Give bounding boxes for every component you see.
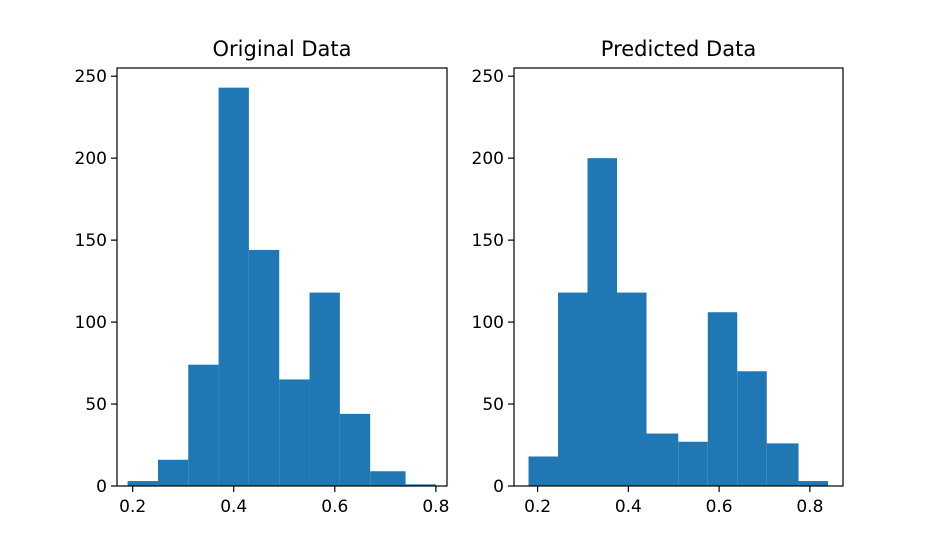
bar [737, 371, 767, 486]
y-tick-label: 0 [493, 477, 504, 497]
bar [707, 312, 738, 486]
bar [339, 413, 371, 486]
bar [370, 471, 406, 486]
bar [558, 292, 588, 486]
x-tick-label: 0.8 [796, 497, 823, 517]
y-tick-label: 150 [472, 231, 504, 251]
bar [157, 459, 189, 486]
bar [248, 249, 280, 486]
bar [309, 292, 340, 486]
y-tick-label: 200 [75, 149, 107, 169]
x-tick-label: 0.4 [220, 497, 247, 517]
x-tick-label: 0.6 [321, 497, 348, 517]
y-tick-label: 250 [472, 67, 504, 87]
bar [678, 441, 708, 486]
y-tick-label: 0 [96, 477, 107, 497]
bar [587, 158, 618, 486]
histogram-original-data: 0.2 0.4 0.6 0.8 0 50 100 150 200 250 Original Data [75, 37, 450, 517]
bar [528, 456, 559, 486]
axes-frame [116, 67, 448, 487]
bar [127, 481, 158, 486]
y-tick-label: 50 [85, 395, 107, 415]
bar [218, 87, 249, 486]
chart-title: Original Data [213, 37, 352, 61]
bar [405, 484, 436, 486]
x-tick-label: 0.2 [524, 497, 551, 517]
x-tick-label: 0.8 [422, 497, 449, 517]
y-tick-label: 100 [75, 313, 107, 333]
bar [646, 433, 679, 486]
y-tick-label: 250 [75, 67, 107, 87]
bar [617, 292, 647, 486]
bar [798, 481, 829, 486]
x-tick-label: 0.4 [615, 497, 642, 517]
histogram-predicted-data: 0.2 0.4 0.6 0.8 0 50 100 150 200 250 Predicted Dat… [472, 37, 844, 517]
y-tick-label: 200 [472, 149, 504, 169]
bar [188, 364, 219, 486]
bar [766, 443, 799, 486]
bar [279, 379, 310, 486]
x-tick-label: 0.2 [119, 497, 146, 517]
y-tick-label: 50 [482, 395, 504, 415]
x-tick-label: 0.6 [706, 497, 733, 517]
y-tick-label: 100 [472, 313, 504, 333]
chart-title: Predicted Data [601, 37, 756, 61]
axes-frame [513, 67, 844, 487]
y-tick-label: 150 [75, 231, 107, 251]
